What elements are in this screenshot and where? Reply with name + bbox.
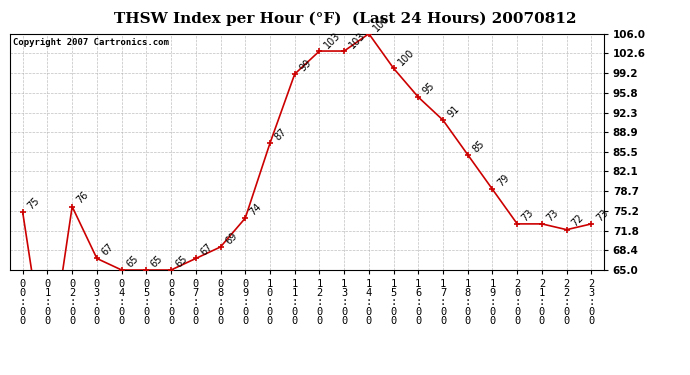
Text: 65: 65 [174, 254, 190, 269]
Text: 72: 72 [569, 213, 585, 229]
Text: 85: 85 [471, 138, 486, 154]
Text: 73: 73 [594, 207, 610, 223]
Text: 100: 100 [396, 48, 417, 68]
Text: 103: 103 [347, 30, 367, 50]
Text: 73: 73 [544, 207, 560, 223]
Text: 73: 73 [520, 207, 536, 223]
Text: THSW Index per Hour (°F)  (Last 24 Hours) 20070812: THSW Index per Hour (°F) (Last 24 Hours)… [114, 11, 576, 26]
Text: 75: 75 [26, 196, 41, 211]
Text: 103: 103 [322, 30, 342, 50]
Text: 95: 95 [421, 81, 437, 96]
Text: 67: 67 [99, 242, 115, 258]
Text: 65: 65 [149, 254, 165, 269]
Text: Copyright 2007 Cartronics.com: Copyright 2007 Cartronics.com [13, 39, 169, 48]
Text: 76: 76 [75, 190, 91, 206]
Text: 74: 74 [248, 201, 264, 217]
Text: 106: 106 [372, 13, 392, 33]
Text: 69: 69 [224, 231, 239, 246]
Text: 99: 99 [297, 58, 313, 73]
Text: 65: 65 [124, 254, 140, 269]
Text: 67: 67 [199, 242, 215, 258]
Text: 91: 91 [446, 104, 462, 119]
Text: 87: 87 [273, 127, 288, 142]
Text: 79: 79 [495, 173, 511, 189]
Text: 47: 47 [0, 374, 1, 375]
